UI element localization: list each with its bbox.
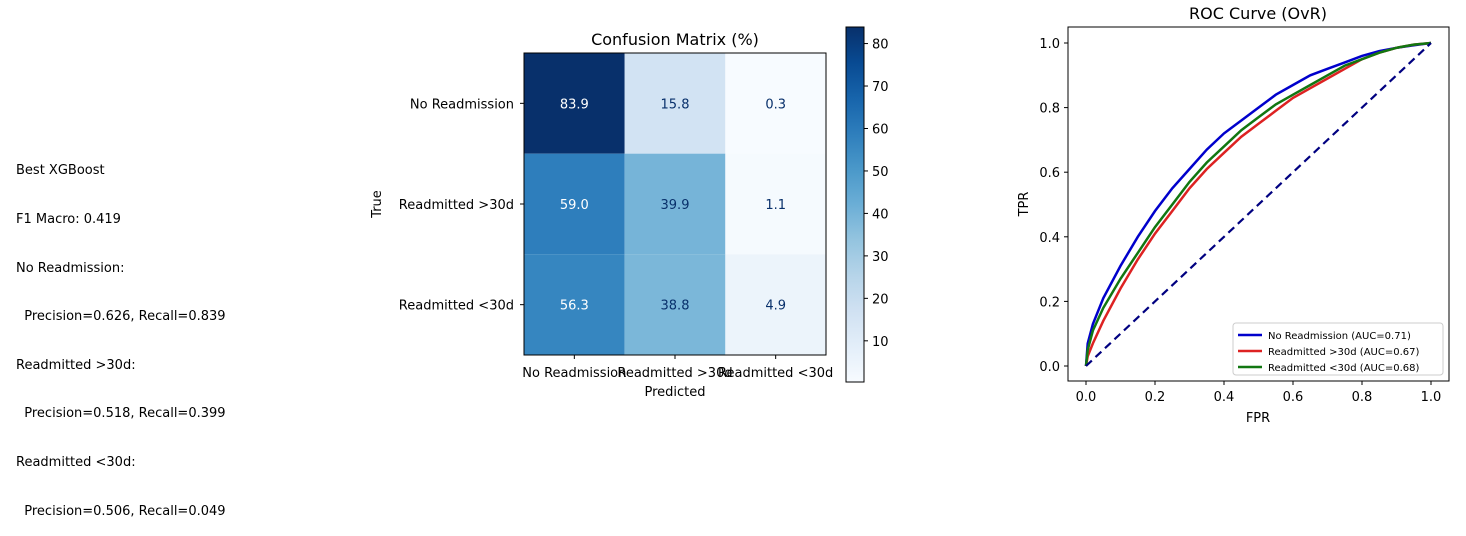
summary-line: Best XGBoost — [16, 163, 105, 179]
confusion-matrix-chart: Confusion Matrix (%) 83.9 15.8 0.3 59.0 39.9… — [370, 26, 889, 400]
cm-ytick-label: Readmitted >30d — [399, 198, 514, 213]
roc-ytick-label: 0.2 — [1039, 295, 1060, 310]
cm-cell — [624, 254, 726, 355]
colorbar-tick-label: 30 — [872, 250, 889, 265]
roc-frame — [1067, 26, 1450, 382]
roc-series-line — [1084, 41, 1432, 367]
roc-series-line — [1084, 41, 1432, 367]
cm-cell-label: 38.8 — [661, 299, 690, 314]
colorbar — [845, 26, 865, 383]
cm-xtick-label: No Readmission — [522, 366, 626, 381]
roc-xtick-label: 0.4 — [1214, 390, 1235, 405]
roc-ytick-label: 0.6 — [1039, 166, 1060, 181]
roc-ytick-label: 0.4 — [1039, 231, 1060, 246]
colorbar-tick-label: 40 — [872, 207, 889, 222]
roc-legend-label: No Readmission (AUC=0.71) — [1268, 331, 1411, 342]
colorbar-tick-label: 80 — [872, 38, 889, 53]
cm-xlabel: Predicted — [644, 385, 705, 400]
cm-cell-label: 1.1 — [765, 198, 786, 213]
cm-cell — [725, 153, 826, 255]
cm-title: Confusion Matrix (%) — [591, 30, 759, 49]
roc-ylabel: TPR — [1017, 192, 1032, 218]
colorbar-tick-label: 50 — [872, 165, 889, 180]
cm-cell — [624, 153, 726, 255]
roc-legend-box — [1232, 322, 1444, 376]
colorbar-tick-label: 10 — [872, 335, 889, 350]
roc-ytick-label: 0.8 — [1039, 102, 1060, 117]
roc-xtick-label: 0.6 — [1283, 390, 1304, 405]
cm-cell-label: 15.8 — [661, 97, 690, 112]
roc-legend-label: Readmitted <30d (AUC=0.68) — [1268, 363, 1419, 374]
colorbar-tick-label: 70 — [872, 80, 889, 95]
cm-cell-label: 56.3 — [560, 299, 589, 314]
cm-cell — [524, 254, 625, 355]
cm-cell-label: 4.9 — [765, 299, 786, 314]
cm-xtick-label: Readmitted >30d — [617, 366, 732, 381]
cm-cell — [524, 53, 625, 154]
cm-cell — [725, 254, 826, 355]
cm-cell-label: 39.9 — [661, 198, 690, 213]
cm-ylabel: True — [370, 190, 385, 219]
cm-cell — [624, 53, 726, 154]
roc-xtick-label: 0.0 — [1076, 390, 1097, 405]
roc-xtick-label: 0.2 — [1145, 390, 1166, 405]
roc-xlabel: FPR — [1246, 411, 1270, 426]
colorbar-tick-label: 60 — [872, 122, 889, 137]
cm-cell — [524, 153, 625, 255]
cm-cell — [725, 53, 826, 154]
roc-legend-label: Readmitted >30d (AUC=0.67) — [1268, 347, 1419, 358]
cm-cell-label: 0.3 — [765, 97, 786, 112]
cm-ytick-label: Readmitted <30d — [399, 299, 514, 314]
roc-xtick-label: 0.8 — [1352, 390, 1373, 405]
roc-curve-chart: ROC Curve (OvR) 0.0 0.2 0.4 0.6 0.8 1.0 0.0 0.2… — [1017, 4, 1450, 426]
cm-cell-label: 59.0 — [560, 198, 589, 213]
roc-chance-line — [1085, 42, 1432, 367]
colorbar-tick-label: 20 — [872, 292, 889, 307]
summary-line: Precision=0.518, Recall=0.399 — [16, 406, 226, 422]
cm-cell-label: 83.9 — [560, 97, 589, 112]
summary-line: Readmitted >30d: — [16, 357, 136, 373]
summary-line: Readmitted <30d: — [16, 455, 136, 471]
summary-line: No Readmission: — [16, 260, 125, 276]
cm-ytick-label: No Readmission — [410, 97, 514, 112]
roc-ytick-label: 0.0 — [1039, 360, 1060, 375]
roc-title: ROC Curve (OvR) — [1189, 4, 1327, 23]
summary-line: Precision=0.626, Recall=0.839 — [16, 309, 226, 325]
summary-line: Precision=0.506, Recall=0.049 — [16, 503, 226, 519]
roc-xtick-label: 1.0 — [1421, 390, 1442, 405]
cm-xtick-label: Readmitted <30d — [718, 366, 833, 381]
roc-ytick-label: 1.0 — [1039, 37, 1060, 52]
summary-line: F1 Macro: 0.419 — [16, 212, 121, 228]
cm-frame — [523, 52, 827, 356]
